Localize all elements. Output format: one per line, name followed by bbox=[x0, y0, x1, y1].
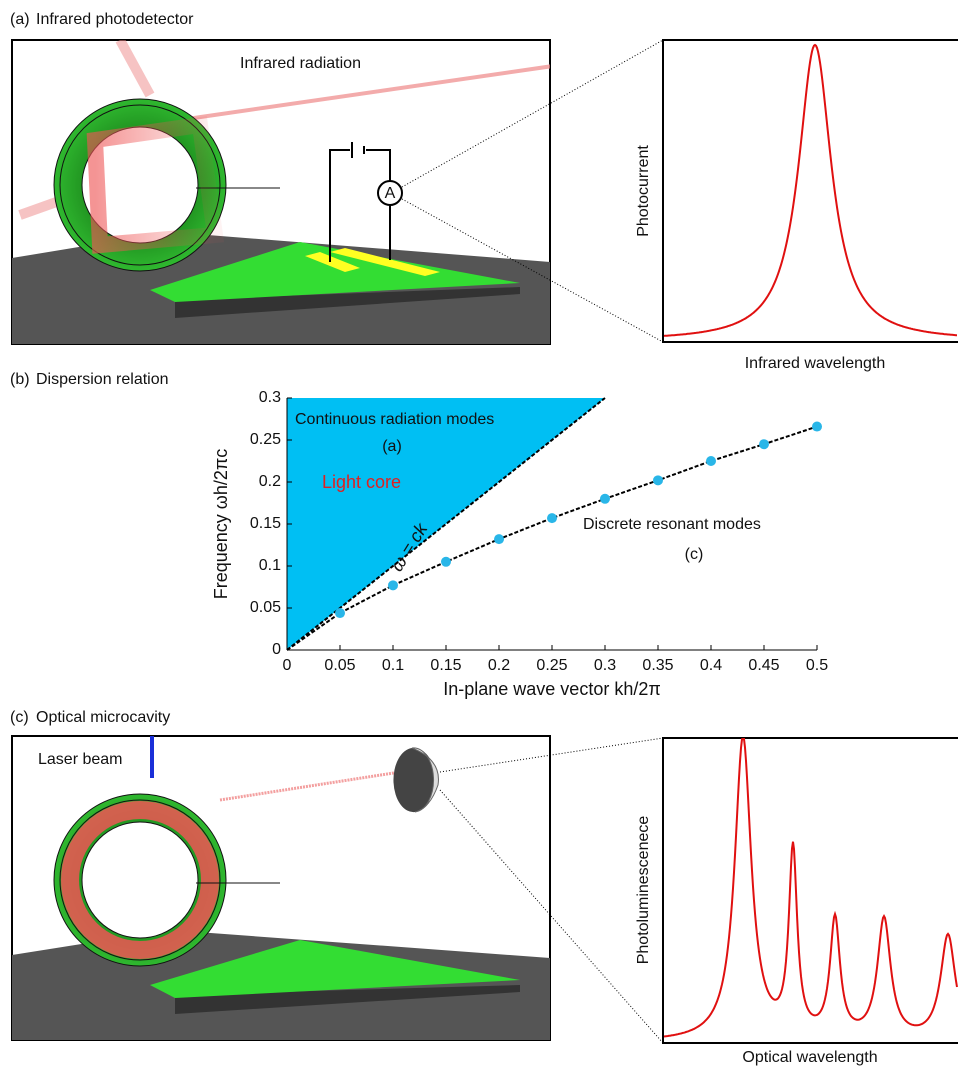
mode-point bbox=[441, 556, 451, 567]
mode-point bbox=[547, 513, 557, 524]
mode-point bbox=[812, 421, 822, 432]
spectrum-curve bbox=[663, 43, 957, 337]
x-tick-label: 0.2 bbox=[488, 657, 510, 674]
spectrum-y-label: Photocurrent bbox=[635, 145, 652, 237]
x-tick-label: 0.15 bbox=[430, 657, 461, 674]
mode-point bbox=[653, 475, 663, 486]
x-tick-label: 0.45 bbox=[748, 657, 779, 674]
spectrum-frame bbox=[662, 39, 958, 343]
y-tick-label: 0.05 bbox=[250, 599, 281, 616]
x-tick-label: 0.5 bbox=[806, 657, 828, 674]
mode-curve bbox=[339, 425, 818, 614]
x-tick-label: 0.35 bbox=[642, 657, 673, 674]
modes-label: Discrete resonant modes bbox=[583, 516, 761, 533]
panel-label: (a) bbox=[10, 11, 30, 28]
modes-ref: (c) bbox=[685, 546, 704, 563]
spectrum-x-label: Optical wavelength bbox=[742, 1049, 877, 1066]
x-tick-label: 0.4 bbox=[700, 657, 722, 674]
mode-point bbox=[388, 580, 398, 591]
y-axis-label: Frequency ωh/2πc bbox=[211, 449, 231, 600]
panel-label: (b) bbox=[10, 371, 30, 388]
microcavity-illustration bbox=[12, 736, 550, 1040]
spectrum-frame bbox=[662, 737, 958, 1044]
panel-label: (c) bbox=[10, 709, 29, 726]
region-label: Continuous radiation modes bbox=[295, 411, 494, 428]
mode-point bbox=[706, 456, 716, 466]
meter-label: A bbox=[385, 185, 396, 202]
x-tick-label: 0 bbox=[283, 657, 292, 674]
y-tick-label: 0.15 bbox=[250, 515, 281, 532]
x-axis-label: In-plane wave vector kh/2π bbox=[443, 679, 661, 699]
spectrum-y-label: Photoluminescenece bbox=[635, 816, 652, 965]
y-tick-label: 0.1 bbox=[259, 557, 281, 574]
y-tick-label: 0 bbox=[272, 641, 281, 658]
x-tick-label: 0.1 bbox=[382, 657, 404, 674]
zoom-line bbox=[401, 39, 664, 188]
panel-title: Dispersion relation bbox=[36, 371, 169, 388]
light-line bbox=[286, 397, 606, 651]
x-tick-label: 0.25 bbox=[536, 657, 567, 674]
mode-point bbox=[600, 493, 610, 504]
y-tick-label: 0.3 bbox=[259, 389, 281, 406]
radiation-region bbox=[287, 398, 605, 650]
mode-point bbox=[335, 608, 345, 619]
core-label: Light core bbox=[322, 472, 401, 492]
panel-title: Infrared photodetector bbox=[36, 11, 194, 28]
mode-point bbox=[759, 439, 769, 450]
dispersion-chart: 0 0.05 0.1 0.15 0.2 0.25 0.3 0.35 0.4 0.45 0.5 0 0.0… bbox=[211, 389, 828, 699]
x-tick-label: 0.05 bbox=[324, 657, 355, 674]
mode-curve-start bbox=[286, 612, 341, 651]
zoom-line bbox=[439, 789, 664, 1044]
y-tick-label: 0.2 bbox=[259, 473, 281, 490]
panel-title: Optical microcavity bbox=[36, 709, 170, 726]
y-tick-label: 0.25 bbox=[250, 431, 281, 448]
beam-label: Laser beam bbox=[38, 751, 123, 768]
beam-label: Infrared radiation bbox=[240, 55, 361, 72]
mode-point bbox=[494, 534, 504, 545]
spectrum-curve bbox=[663, 738, 958, 1038]
photodetector-illustration bbox=[12, 40, 550, 344]
x-tick-label: 0.3 bbox=[594, 657, 616, 674]
spectrum-x-label: Infrared wavelength bbox=[745, 355, 886, 372]
region-ref: (a) bbox=[382, 438, 402, 455]
